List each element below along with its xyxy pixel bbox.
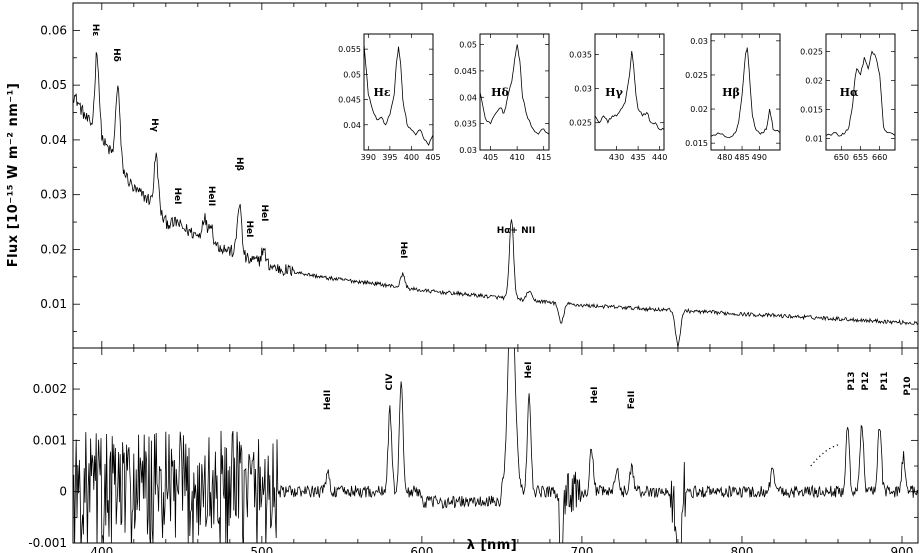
inset-y-tick-label: 0.025 (569, 119, 592, 128)
inset-y-tick-label: 0.035 (454, 120, 477, 129)
inset-y-tick-label: 0.05 (459, 41, 477, 50)
inset-y-tick-label: 0.03 (690, 37, 708, 46)
line-label: HeI (524, 362, 534, 379)
inset-x-tick-label: 485 (734, 153, 749, 162)
inset-label: Hε (373, 86, 390, 99)
line-label: Hγ (149, 118, 159, 132)
bottom-panel-frame (72, 347, 919, 544)
inset-x-tick-label: 410 (510, 153, 525, 162)
inset-x-tick-label: 395 (382, 153, 397, 162)
inset-x-tick-label: 440 (652, 153, 667, 162)
x-tick-label: 900 (891, 545, 914, 553)
line-label: Hβ (234, 157, 244, 172)
line-label: HeI (244, 221, 254, 238)
line-label: Hδ (111, 48, 121, 62)
y-tick-label: 0.002 (33, 382, 67, 396)
y-tick-label: 0.06 (40, 23, 67, 37)
line-label: HeII (206, 186, 216, 206)
top-spectrum-line (73, 52, 918, 348)
inset-line (826, 50, 895, 137)
line-label: P11 (880, 371, 890, 390)
line-label: FeII (627, 391, 637, 410)
inset-frame (363, 33, 434, 151)
x-tick-label: 500 (250, 545, 273, 553)
line-label: Hε (90, 24, 100, 37)
y-tick-label: 0 (59, 485, 67, 499)
inset-line (364, 44, 433, 146)
plot-layer: 400 500 600 700 800 900 0.01 0.02 0.03 0.04 0.05 0.… (28, 2, 919, 553)
line-label: HeI (398, 242, 408, 259)
inset-y-tick-label: 0.04 (343, 121, 361, 130)
inset-line (711, 47, 780, 139)
inset-x-tick-label: 400 (404, 153, 419, 162)
x-axis-label: λ [nm] (467, 538, 517, 553)
inset-y-tick-label: 0.05 (343, 70, 361, 79)
inset-y-tick-label: 0.025 (685, 71, 708, 80)
inset-y-tick-label: 0.025 (800, 47, 823, 56)
line-label: HeI (172, 188, 182, 205)
inset-y-tick-label: 0.015 (685, 139, 708, 148)
inset-y-tick-label: 0.01 (805, 134, 823, 143)
inset-x-tick-label: 390 (361, 153, 376, 162)
line-label: P13 (847, 371, 857, 390)
y-tick-label: 0.001 (33, 433, 67, 447)
inset-label: Hβ (722, 86, 740, 99)
inset-y-tick-label: 0.02 (690, 105, 708, 114)
dotted-marker (810, 443, 840, 467)
inset-x-tick-label: 660 (872, 153, 887, 162)
x-tick-label: 600 (410, 545, 433, 553)
y-tick-label: 0.05 (40, 78, 67, 92)
line-label: P12 (861, 371, 871, 390)
y-tick-label: 0.04 (40, 133, 67, 147)
inset-frame (479, 33, 550, 151)
inset-y-tick-label: 0.03 (459, 146, 477, 155)
x-tick-label: 800 (731, 545, 754, 553)
inset-y-tick-label: 0.055 (338, 45, 361, 54)
inset-x-tick-label: 405 (483, 153, 498, 162)
inset-y-tick-label: 0.03 (574, 85, 592, 94)
inset-y-tick-label: 0.015 (800, 105, 823, 114)
inset-y-tick-label: 0.02 (805, 76, 823, 85)
inset-label: Hδ (491, 86, 509, 99)
line-label: Hα+ NII (497, 226, 536, 236)
inset-x-tick-label: 650 (834, 153, 849, 162)
inset-frame (594, 33, 665, 151)
inset-x-tick-label: 480 (717, 153, 732, 162)
inset-label: Hα (840, 86, 859, 99)
line-label: HeI (259, 205, 269, 222)
line-label: P10 (903, 376, 913, 395)
inset-x-tick-label: 405 (425, 153, 440, 162)
inset-y-tick-label: 0.045 (454, 67, 477, 76)
y-tick-label: -0.001 (28, 536, 67, 550)
inset-x-tick-label: 655 (853, 153, 868, 162)
inset-y-tick-label: 0.035 (569, 50, 592, 59)
inset-y-tick-label: 0.045 (338, 96, 361, 105)
x-tick-label: 400 (90, 545, 113, 553)
inset-line (595, 51, 664, 131)
y-tick-label: 0.02 (40, 242, 67, 256)
line-label: HeI (590, 387, 600, 404)
inset-x-tick-label: 415 (536, 153, 551, 162)
inset-label: Hγ (605, 86, 623, 99)
y-axis-label: Flux [10⁻¹⁵ W m⁻² nm⁻¹] (6, 83, 21, 268)
inset-x-tick-label: 430 (609, 153, 624, 162)
bottom-spectrum-line (73, 348, 918, 543)
x-tick-label: 700 (570, 545, 593, 553)
inset-x-tick-label: 490 (752, 153, 767, 162)
y-tick-label: 0.03 (40, 188, 67, 202)
line-label: CIV (385, 374, 395, 391)
line-label: HeII (323, 390, 333, 410)
inset-y-tick-label: 0.04 (459, 93, 477, 102)
inset-x-tick-label: 435 (630, 153, 645, 162)
inset-line (480, 44, 549, 135)
y-tick-label: 0.01 (40, 297, 67, 311)
